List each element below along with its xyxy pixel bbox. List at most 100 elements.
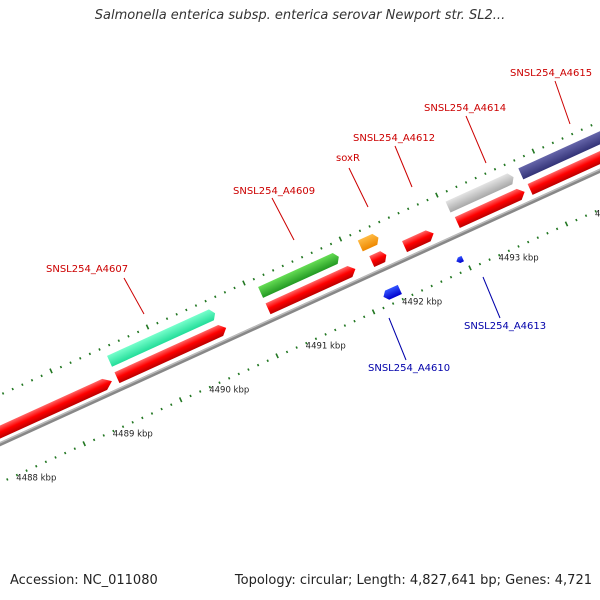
gene-label-sns254-a4612[interactable]: SNSL254_A4612 bbox=[353, 133, 435, 144]
minor-tick bbox=[353, 319, 356, 323]
kbp-tick-label: 4494 kbp bbox=[595, 210, 600, 220]
minor-tick bbox=[11, 387, 14, 391]
major-tick bbox=[275, 353, 279, 359]
minor-tick bbox=[459, 271, 462, 275]
minor-tick bbox=[175, 312, 178, 316]
minor-tick bbox=[291, 260, 294, 263]
cds-feature-red[interactable] bbox=[265, 264, 358, 315]
minor-tick bbox=[295, 346, 298, 349]
minor-tick bbox=[88, 352, 92, 356]
minor-tick bbox=[561, 137, 564, 140]
minor-tick bbox=[363, 315, 366, 319]
minor-tick bbox=[59, 365, 63, 369]
minor-tick bbox=[401, 297, 404, 301]
gene-label-sns254-a4609[interactable]: SNSL254_A4609 bbox=[233, 186, 315, 197]
kbp-tick-label: 4490 kbp bbox=[209, 385, 249, 395]
gene-label-soxr[interactable]: soxR bbox=[336, 153, 360, 164]
minor-tick bbox=[285, 350, 289, 354]
cds-feature-red[interactable] bbox=[114, 322, 228, 384]
minor-tick bbox=[233, 286, 236, 290]
kbp-tick-label: 4493 kbp bbox=[499, 254, 539, 264]
gene-feature-teal[interactable] bbox=[107, 308, 218, 367]
minor-tick bbox=[271, 269, 275, 272]
gene-label-sns254-a4615[interactable]: SNSL254_A4615 bbox=[510, 68, 592, 79]
minor-tick bbox=[320, 247, 323, 250]
minor-tick bbox=[40, 374, 43, 378]
cds-feature-red[interactable] bbox=[527, 139, 600, 195]
minor-tick bbox=[378, 220, 381, 224]
kbp-tick-label: 4491 kbp bbox=[306, 342, 346, 352]
minor-tick bbox=[63, 451, 67, 455]
minor-tick bbox=[73, 447, 77, 450]
inner-tick-row bbox=[6, 209, 597, 481]
minor-tick bbox=[262, 273, 265, 277]
minor-tick bbox=[223, 291, 227, 294]
gene-feature-orange[interactable] bbox=[357, 232, 381, 252]
cds-feature-red[interactable] bbox=[369, 249, 389, 268]
minor-tick bbox=[411, 293, 414, 297]
major-tick bbox=[145, 324, 150, 330]
minor-tick bbox=[440, 280, 443, 283]
minor-tick bbox=[208, 385, 212, 389]
minor-tick bbox=[35, 464, 38, 468]
minor-tick bbox=[170, 403, 173, 407]
minor-tick bbox=[382, 306, 385, 310]
minor-tick bbox=[580, 128, 583, 132]
minor-tick bbox=[1, 392, 5, 395]
minor-tick bbox=[79, 356, 82, 360]
leader-lines-forward bbox=[123, 80, 571, 315]
minor-tick bbox=[305, 341, 308, 345]
minor-tick bbox=[570, 132, 574, 136]
minor-tick bbox=[189, 394, 192, 398]
minor-tick bbox=[513, 159, 516, 162]
gene-label-sns254-a4610[interactable]: SNSL254_A4610 bbox=[368, 363, 450, 374]
minor-tick bbox=[117, 339, 120, 343]
gene-feature-gray[interactable] bbox=[445, 172, 516, 213]
minor-tick bbox=[324, 333, 327, 336]
minor-tick bbox=[542, 145, 545, 149]
minor-tick bbox=[185, 308, 188, 312]
minor-tick bbox=[6, 478, 9, 481]
minor-tick bbox=[551, 141, 555, 145]
minor-tick bbox=[555, 227, 559, 231]
map-title: Salmonella enterica subsp. enterica sero… bbox=[94, 8, 506, 23]
minor-tick bbox=[102, 434, 105, 437]
minor-tick bbox=[127, 334, 130, 338]
gene-feature-blue[interactable] bbox=[455, 255, 464, 264]
minor-tick bbox=[256, 363, 260, 367]
minor-tick bbox=[493, 167, 497, 171]
minor-tick bbox=[44, 460, 48, 464]
minor-tick bbox=[445, 189, 448, 193]
minor-tick bbox=[430, 284, 433, 288]
cds-feature-red[interactable] bbox=[0, 376, 114, 444]
minor-tick bbox=[507, 249, 511, 253]
gene-feature-blue[interactable] bbox=[381, 284, 402, 302]
minor-tick bbox=[310, 251, 313, 255]
minor-tick bbox=[334, 328, 337, 332]
minor-tick bbox=[141, 416, 144, 420]
kbp-tick-label: 4489 kbp bbox=[113, 429, 153, 439]
minor-tick bbox=[92, 438, 96, 442]
minor-tick bbox=[218, 381, 221, 385]
gene-label-sns254-a4607[interactable]: SNSL254_A4607 bbox=[46, 264, 128, 275]
cds-feature-red[interactable] bbox=[402, 228, 436, 253]
minor-tick bbox=[30, 378, 34, 382]
minor-tick bbox=[252, 277, 256, 281]
minor-tick bbox=[478, 262, 482, 266]
gene-label-sns254-a4614[interactable]: SNSL254_A4614 bbox=[424, 103, 506, 114]
major-tick bbox=[338, 236, 343, 242]
minor-tick bbox=[464, 181, 468, 184]
minor-tick bbox=[488, 258, 491, 261]
minor-tick bbox=[160, 407, 163, 411]
minor-tick bbox=[237, 372, 240, 376]
minor-tick bbox=[358, 229, 362, 233]
gene-feature-purple[interactable] bbox=[518, 124, 600, 180]
major-tick bbox=[178, 397, 183, 403]
gene-label-sns254-a4613[interactable]: SNSL254_A4613 bbox=[464, 321, 546, 332]
major-tick bbox=[468, 265, 472, 271]
kbp-tick-label: 4488 kbp bbox=[16, 473, 56, 483]
gene-feature-green[interactable] bbox=[258, 251, 341, 298]
topology-text: Topology: circular; Length: 4,827,641 bp… bbox=[234, 573, 592, 588]
minor-tick bbox=[546, 231, 549, 235]
cds-feature-red[interactable] bbox=[454, 186, 527, 229]
